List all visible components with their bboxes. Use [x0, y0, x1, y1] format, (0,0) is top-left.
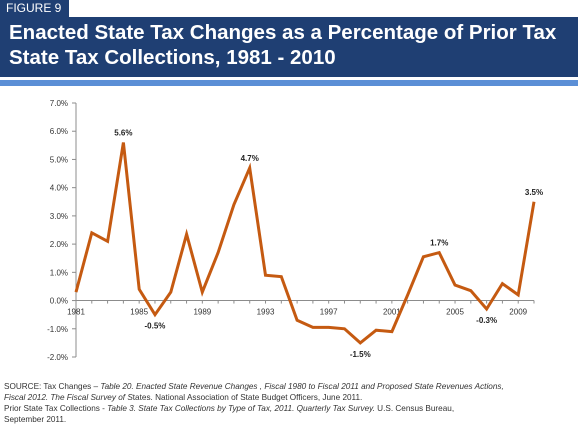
data-label: -0.3%: [476, 316, 497, 325]
line-chart: 7.0% 6.0% 5.0% 4.0% 3.0% 2.0% 1.0% 0.0% -1.0% -2.…: [47, 99, 543, 362]
y-tick-label: 0.0%: [50, 297, 68, 306]
y-tick-label: 1.0%: [50, 268, 68, 277]
source-text: tates. National Association of State Bud…: [132, 393, 363, 402]
y-tick-label: 3.0%: [50, 212, 68, 221]
chart-title-line-2: State Tax Collections, 1981 - 2010: [9, 46, 336, 69]
x-tick-label: 1997: [320, 308, 338, 317]
title-banner: Enacted State Tax Changes as a Percentag…: [0, 17, 578, 77]
y-tick-label: -2.0%: [47, 353, 68, 362]
x-tick-label: 1993: [257, 308, 275, 317]
chart-title-line-1: Enacted State Tax Changes as a Percentag…: [9, 21, 557, 44]
x-tick-label: 2005: [446, 308, 464, 317]
figure-label: FIGURE 9: [0, 0, 70, 17]
data-label: 5.6%: [114, 129, 132, 138]
series-line: [74, 142, 536, 345]
source-text: SOURCE: Tax Changes –: [4, 382, 101, 391]
y-tick-label: 4.0%: [50, 184, 68, 193]
y-tick-label: 6.0%: [50, 127, 68, 136]
chart-title: Enacted State Tax Changes as a Percentag…: [9, 20, 574, 70]
source-line-4: September 2011.: [4, 415, 67, 424]
data-label: 1.7%: [430, 239, 448, 248]
data-label: 4.7%: [241, 154, 259, 163]
source-line-1: SOURCE: Tax Changes – Table 20. Enacted …: [4, 381, 576, 392]
source-citation: Fiscal 2012. The Fiscal Survey of S: [4, 393, 133, 402]
source-text: Prior State Tax Collections -: [4, 404, 108, 413]
data-label: -1.5%: [350, 350, 371, 359]
x-tick-label: 2009: [509, 308, 527, 317]
x-tick-label: 1989: [193, 308, 211, 317]
source-citation: Table 3. State Tax Collections by Type o…: [107, 404, 375, 413]
data-label: 3.5%: [525, 188, 543, 197]
y-tick-label: -1.0%: [47, 325, 68, 334]
source-line-2: Fiscal 2012. The Fiscal Survey of States…: [4, 392, 576, 403]
source-citation: Table 20. Enacted State Revenue Changes …: [100, 382, 504, 391]
source-line-3: Prior State Tax Collections - Table 3. S…: [4, 403, 576, 414]
source-note: SOURCE: Tax Changes – Table 20. Enacted …: [4, 381, 576, 425]
banner-rule: [0, 80, 578, 86]
x-tick-label: 1981: [67, 308, 85, 317]
data-label: -0.5%: [145, 322, 166, 331]
y-tick-label: 7.0%: [50, 99, 68, 108]
y-tick-label: 5.0%: [50, 155, 68, 164]
y-tick-label: 2.0%: [50, 240, 68, 249]
source-text: U.S. Census Bureau,: [374, 404, 455, 413]
x-tick-label: 2001: [383, 308, 401, 317]
x-tick-label: 1985: [130, 308, 148, 317]
